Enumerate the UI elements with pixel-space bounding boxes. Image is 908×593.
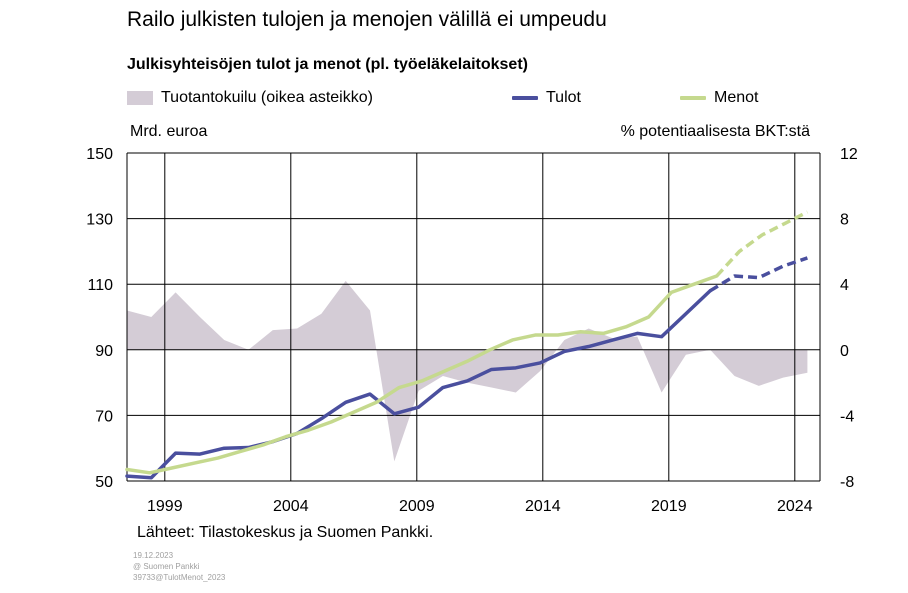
legend-label-expenses: Menot — [714, 89, 759, 106]
y-tick-label-right: 8 — [840, 212, 849, 229]
x-tick-label: 2009 — [399, 498, 435, 515]
x-tick-label: 2004 — [273, 498, 309, 515]
sources-note: Lähteet: Tilastokeskus ja Suomen Pankki. — [137, 524, 434, 541]
income-forecast-line — [709, 256, 808, 293]
y-tick-label-left: 90 — [95, 343, 113, 360]
y-tick-label-right: 4 — [840, 277, 849, 294]
chart-title: Railo julkisten tulojen ja menojen välil… — [127, 8, 607, 31]
y-tick-label-left: 110 — [87, 277, 113, 294]
x-tick-label: 1999 — [147, 498, 183, 515]
chart-subtitle: Julkisyhteisöjen tulot ja menot (pl. työ… — [127, 56, 528, 73]
y-tick-label-left: 150 — [86, 146, 113, 163]
series-lines-layer — [125, 210, 809, 480]
y-tick-label-right: -8 — [840, 474, 854, 491]
legend-swatch-expenses — [680, 96, 706, 100]
y-tick-label-left: 130 — [86, 212, 113, 229]
y-tick-label-right: 12 — [840, 146, 858, 163]
legend-label-income: Tulot — [546, 89, 581, 106]
y-tick-label-right: -4 — [840, 408, 854, 425]
output-gap-area — [127, 280, 808, 462]
grid-layer — [126, 152, 821, 482]
expenses-line — [125, 274, 719, 475]
y-tick-label-left: 50 — [95, 474, 113, 491]
y-tick-label-left: 70 — [95, 408, 113, 425]
legend-label-output-gap: Tuotantokuilu (oikea asteikko) — [161, 89, 373, 106]
tick-labels-layer: 50 70 90 110 130 150 -8 -4 0 4 8 12 1999 2004 2009 2014… — [86, 146, 858, 515]
x-tick-label: 2024 — [777, 498, 813, 515]
right-axis-label: % potentiaalisesta BKT:stä — [620, 123, 810, 140]
income-line — [125, 289, 712, 480]
legend-item-output-gap: Tuotantokuilu (oikea asteikko) — [127, 89, 373, 107]
legend-swatch-income — [512, 96, 538, 100]
legend-item-expenses: Menot — [680, 89, 758, 107]
x-tick-label: 2019 — [651, 498, 687, 515]
left-axis-label: Mrd. euroa — [130, 123, 208, 140]
footer-code: 39733@TulotMenot_2023 — [133, 573, 226, 582]
legend-swatch-output-gap — [127, 91, 153, 105]
legend-item-income: Tulot — [512, 89, 581, 107]
footer-date: 19.12.2023 — [133, 551, 174, 560]
output-gap-area-layer — [127, 280, 808, 462]
footer-org: @ Suomen Pankki — [133, 562, 200, 571]
y-tick-label-right: 0 — [840, 343, 849, 360]
x-tick-label: 2014 — [525, 498, 561, 515]
expenses-forecast-line — [715, 210, 809, 278]
